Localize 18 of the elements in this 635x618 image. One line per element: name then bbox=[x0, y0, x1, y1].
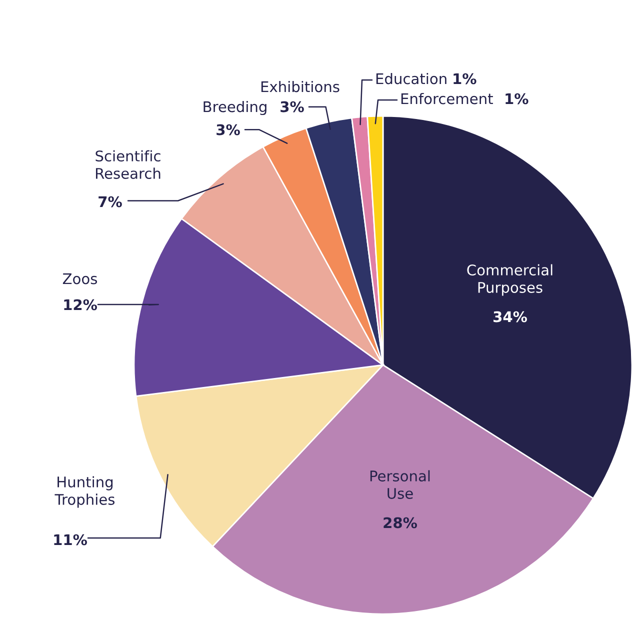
slice-label: Education bbox=[376, 72, 446, 84]
slice-label: Exhibitions bbox=[261, 80, 340, 92]
data-label: 11% bbox=[54, 534, 87, 546]
slice-label: Commercial Purposes bbox=[467, 264, 552, 296]
data-label: 12% bbox=[64, 299, 97, 310]
data-label: 3% bbox=[216, 124, 240, 136]
data-label: 1% bbox=[506, 93, 528, 104]
slice-label: Zoos bbox=[62, 273, 98, 284]
slice-label: Hunting Trophies bbox=[54, 476, 115, 508]
data-label: 3% bbox=[280, 101, 304, 112]
data-label: 7% bbox=[98, 196, 122, 208]
slice-label: Enforcement bbox=[401, 92, 493, 104]
slice-label: Scientific Research bbox=[96, 150, 160, 179]
slice-label: Personal Use bbox=[370, 470, 430, 499]
data-label: 34% bbox=[494, 311, 527, 322]
data-label: 28% bbox=[384, 517, 417, 528]
slice-label: Breeding bbox=[204, 100, 266, 116]
data-label: 1% bbox=[454, 73, 476, 84]
